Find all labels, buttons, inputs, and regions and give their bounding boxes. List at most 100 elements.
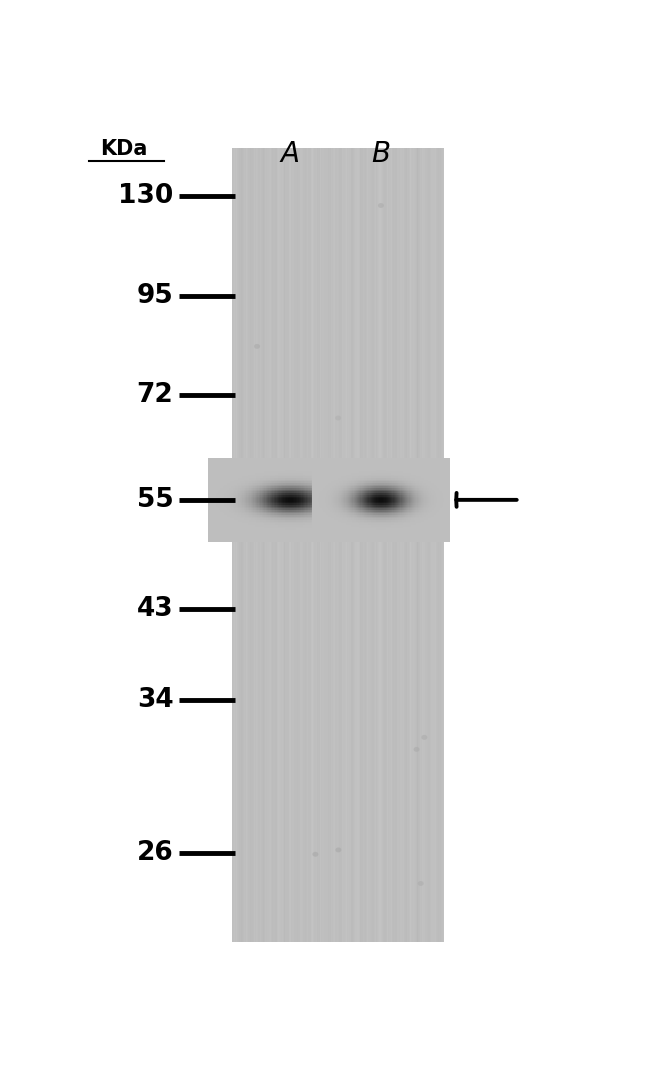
Bar [311,530,312,532]
Bar [381,535,382,537]
Bar [374,473,375,474]
Bar [330,540,331,541]
Bar [428,529,429,530]
Bar [334,482,335,483]
Bar [271,527,272,529]
Bar [358,458,359,459]
Bar [381,497,382,498]
Bar [359,514,360,515]
Bar [356,491,358,493]
Bar [329,482,330,483]
Bar [318,518,319,520]
Bar [376,538,378,540]
Bar [265,478,266,480]
Bar [437,529,438,530]
Bar [445,530,446,532]
Bar [385,525,387,527]
Bar [345,485,346,486]
Bar [430,514,431,515]
Bar [361,485,363,486]
Bar [265,509,266,512]
Bar [265,525,266,527]
Bar [323,520,324,521]
Bar [306,465,307,467]
Bar [212,506,213,508]
Bar [354,509,355,512]
Bar [363,540,364,541]
Bar [411,458,412,459]
Bar [364,468,365,470]
Bar [357,459,358,461]
Bar [289,461,291,462]
Bar [261,508,263,509]
Bar [443,485,444,486]
Bar [266,459,267,461]
Bar [351,497,352,498]
Bar [339,530,340,532]
Bar [333,468,334,470]
Bar [257,474,259,476]
Bar [423,509,424,512]
Bar [281,532,282,533]
Bar [242,537,244,538]
Bar [346,459,348,461]
Bar [224,494,226,497]
Bar [399,517,400,518]
Bar [316,458,317,459]
Bar [354,498,355,500]
Bar [222,520,223,521]
Bar [317,509,318,512]
Bar [391,462,393,465]
Bar [363,480,365,482]
Bar [280,483,281,485]
Bar [271,523,272,525]
Bar [389,532,390,533]
Bar [348,514,349,515]
Bar [367,515,369,517]
Bar [282,482,283,483]
Bar [249,521,250,523]
Bar [332,525,333,527]
Bar [254,502,255,503]
Bar [419,517,420,518]
Bar [218,482,219,483]
Bar [231,515,233,517]
Bar [349,471,350,473]
Bar [244,473,245,474]
Bar [254,491,255,493]
Bar [366,502,367,503]
Bar [358,493,359,494]
Bar [265,493,266,494]
Bar [348,520,349,521]
Bar [234,509,235,512]
Bar [238,490,240,491]
Bar [348,476,349,478]
Bar [300,535,302,537]
Bar [283,506,285,508]
Bar [275,521,277,523]
Bar [345,517,346,518]
Bar [375,530,376,532]
Bar [256,508,257,509]
Bar [216,478,218,480]
Bar [344,533,345,535]
Bar [313,535,315,537]
Bar [316,517,317,518]
Bar [411,473,412,474]
Bar [341,493,342,494]
Bar [208,483,209,485]
Bar [343,538,344,540]
Bar [324,493,326,494]
Bar [315,517,317,518]
Bar [389,458,390,459]
Bar [268,525,270,527]
Bar [230,476,231,478]
Bar [278,503,280,505]
Bar [369,538,370,540]
Bar [375,532,376,533]
Bar [300,462,302,465]
Bar [415,483,417,485]
Bar [241,503,242,505]
Bar [211,520,212,521]
Bar [446,478,447,480]
